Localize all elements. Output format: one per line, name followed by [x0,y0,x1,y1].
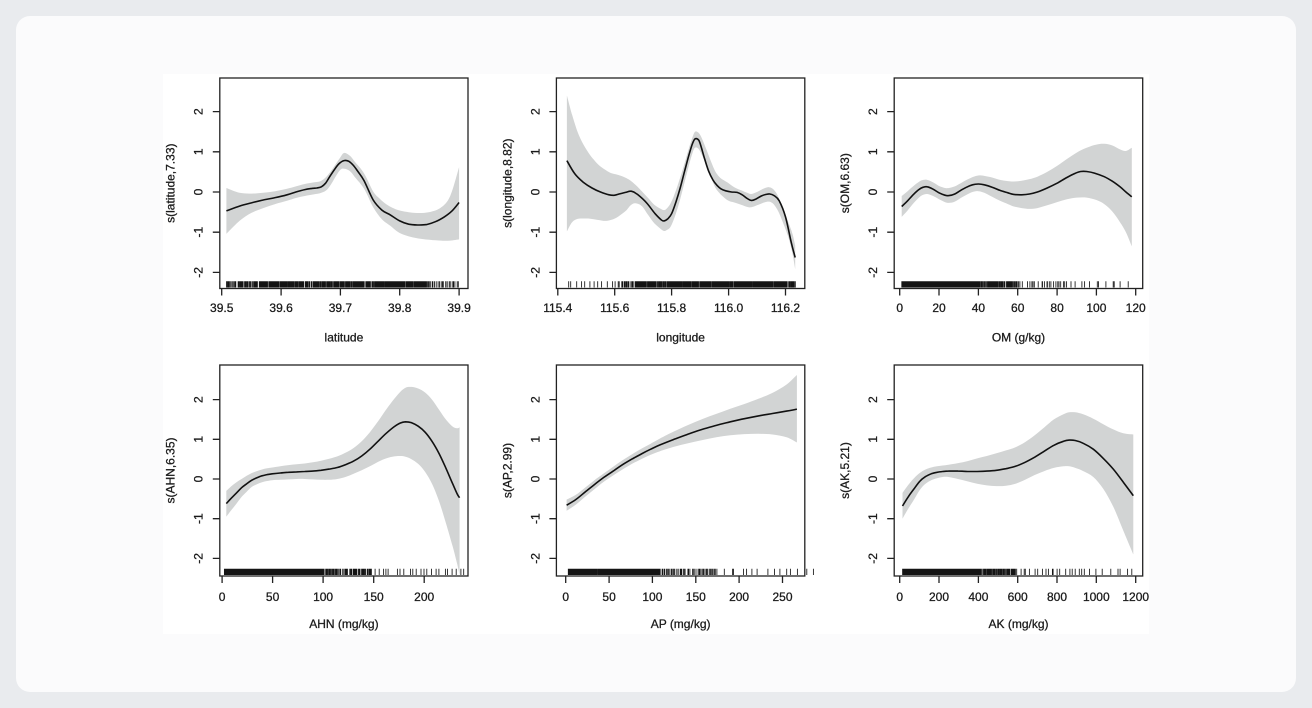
svg-text:150: 150 [364,590,384,604]
svg-text:120: 120 [1126,301,1146,315]
svg-text:-2: -2 [866,553,880,564]
svg-text:s(OM,6.63): s(OM,6.63) [838,153,852,213]
svg-text:0: 0 [896,590,903,604]
svg-text:0: 0 [896,301,903,315]
svg-text:0: 0 [192,475,206,482]
svg-text:80: 80 [1050,301,1064,315]
svg-text:0: 0 [562,590,569,604]
svg-text:-2: -2 [192,553,206,564]
svg-text:longitude: longitude [656,331,705,345]
svg-text:1: 1 [192,436,206,443]
svg-text:0: 0 [528,188,542,195]
svg-text:s(longitude,8.82): s(longitude,8.82) [500,139,514,228]
svg-text:2: 2 [866,108,880,115]
svg-text:-2: -2 [866,267,880,278]
svg-text:39.6: 39.6 [269,301,293,315]
svg-text:115.8: 115.8 [657,301,686,315]
svg-text:-1: -1 [192,227,206,238]
svg-text:0: 0 [219,590,226,604]
svg-text:latitude: latitude [325,331,364,345]
svg-text:1: 1 [528,436,542,443]
svg-text:800: 800 [1047,590,1067,604]
svg-text:2: 2 [528,396,542,403]
svg-text:100: 100 [642,590,662,604]
svg-text:s(AHN,6.35): s(AHN,6.35) [164,437,178,503]
svg-text:115.6: 115.6 [600,301,629,315]
svg-text:-1: -1 [528,513,542,524]
svg-text:39.8: 39.8 [388,301,412,315]
svg-text:150: 150 [686,590,706,604]
svg-text:-2: -2 [192,267,206,278]
svg-text:50: 50 [602,590,616,604]
svg-text:0: 0 [192,188,206,195]
svg-text:1: 1 [528,148,542,155]
svg-text:600: 600 [1008,590,1028,604]
svg-text:AK (mg/kg): AK (mg/kg) [988,617,1048,631]
svg-text:200: 200 [414,590,434,604]
svg-text:-1: -1 [192,513,206,524]
svg-text:OM (g/kg): OM (g/kg) [992,331,1045,345]
svg-text:0: 0 [866,475,880,482]
svg-text:400: 400 [968,590,988,604]
svg-text:20: 20 [932,301,946,315]
svg-text:39.5: 39.5 [210,301,234,315]
svg-text:60: 60 [1011,301,1025,315]
svg-text:2: 2 [192,108,206,115]
svg-text:AP (mg/kg): AP (mg/kg) [651,617,711,631]
svg-text:116.2: 116.2 [771,301,800,315]
svg-text:AHN (mg/kg): AHN (mg/kg) [309,617,378,631]
svg-text:1: 1 [866,436,880,443]
svg-text:115.4: 115.4 [543,301,572,315]
svg-text:200: 200 [929,590,949,604]
svg-text:250: 250 [772,590,792,604]
svg-text:116.0: 116.0 [714,301,743,315]
svg-text:-2: -2 [528,267,542,278]
svg-text:-1: -1 [528,227,542,238]
svg-text:0: 0 [866,188,880,195]
svg-text:100: 100 [313,590,333,604]
svg-text:-2: -2 [528,553,542,564]
svg-text:s(latitude,7.33): s(latitude,7.33) [164,144,178,223]
svg-text:100: 100 [1086,301,1106,315]
svg-text:2: 2 [192,396,206,403]
svg-text:s(AP,2.99): s(AP,2.99) [500,443,514,498]
svg-text:39.7: 39.7 [329,301,353,315]
svg-text:39.9: 39.9 [447,301,471,315]
svg-text:50: 50 [266,590,280,604]
svg-text:200: 200 [729,590,749,604]
svg-text:1000: 1000 [1083,590,1110,604]
svg-text:1200: 1200 [1122,590,1149,604]
svg-text:40: 40 [972,301,986,315]
svg-text:2: 2 [866,396,880,403]
svg-text:1: 1 [192,148,206,155]
svg-text:1: 1 [866,148,880,155]
svg-text:0: 0 [528,475,542,482]
svg-text:-1: -1 [866,227,880,238]
svg-text:s(AK,5.21): s(AK,5.21) [838,442,852,499]
svg-text:2: 2 [528,108,542,115]
svg-text:-1: -1 [866,513,880,524]
